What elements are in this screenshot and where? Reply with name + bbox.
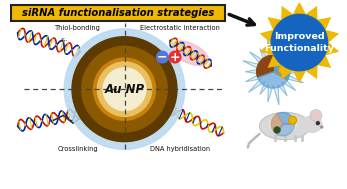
Circle shape bbox=[274, 127, 280, 133]
Wedge shape bbox=[271, 114, 283, 134]
FancyBboxPatch shape bbox=[11, 5, 225, 21]
Text: Thiol-bonding: Thiol-bonding bbox=[55, 25, 101, 31]
Circle shape bbox=[310, 110, 322, 121]
Polygon shape bbox=[243, 39, 303, 105]
Circle shape bbox=[82, 46, 167, 132]
Text: −: − bbox=[157, 51, 168, 64]
Text: +: + bbox=[170, 51, 180, 64]
Wedge shape bbox=[277, 124, 295, 136]
Wedge shape bbox=[257, 55, 273, 77]
Circle shape bbox=[279, 65, 287, 74]
Circle shape bbox=[93, 58, 155, 120]
Circle shape bbox=[156, 51, 168, 63]
Ellipse shape bbox=[260, 112, 310, 140]
Circle shape bbox=[169, 51, 181, 63]
Circle shape bbox=[97, 62, 152, 116]
Wedge shape bbox=[277, 112, 295, 124]
Polygon shape bbox=[260, 2, 339, 83]
Circle shape bbox=[289, 116, 296, 124]
Circle shape bbox=[312, 112, 320, 119]
Text: -S-: -S- bbox=[60, 38, 68, 43]
Text: Crosslinking: Crosslinking bbox=[58, 146, 98, 152]
Wedge shape bbox=[273, 72, 287, 80]
Circle shape bbox=[72, 37, 177, 142]
Circle shape bbox=[64, 29, 185, 149]
Circle shape bbox=[321, 126, 323, 128]
Ellipse shape bbox=[171, 41, 209, 66]
Wedge shape bbox=[257, 72, 287, 88]
Ellipse shape bbox=[269, 114, 296, 134]
Text: DNA hybridisation: DNA hybridisation bbox=[150, 146, 210, 152]
Circle shape bbox=[103, 68, 146, 111]
Circle shape bbox=[316, 122, 319, 125]
Text: Electrostatic interaction: Electrostatic interaction bbox=[140, 25, 220, 31]
Text: Au NP: Au NP bbox=[104, 83, 145, 96]
Wedge shape bbox=[273, 55, 290, 80]
Ellipse shape bbox=[302, 116, 322, 132]
Circle shape bbox=[271, 14, 328, 71]
Text: Improved
Functionality: Improved Functionality bbox=[264, 32, 335, 53]
Text: siRNA functionalisation strategies: siRNA functionalisation strategies bbox=[22, 8, 214, 18]
